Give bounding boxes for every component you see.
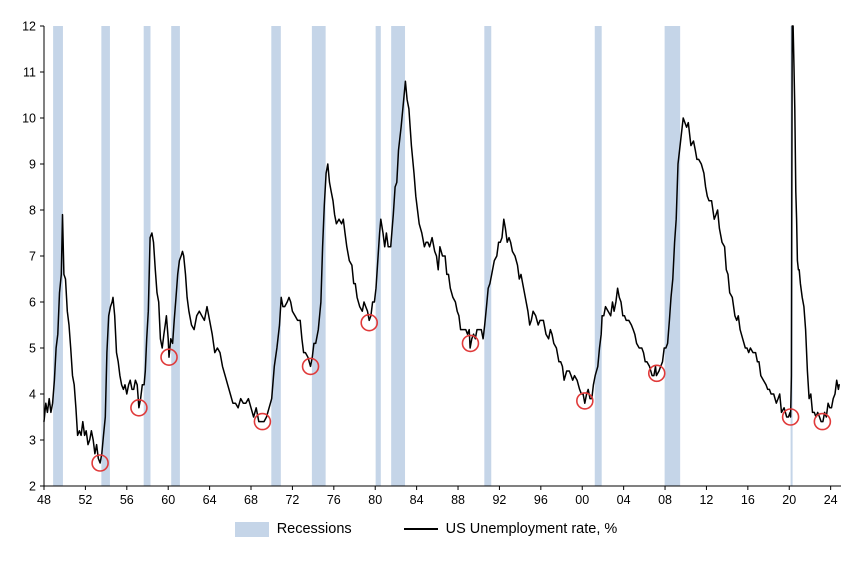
x-tick-label: 00 [575,493,589,507]
recession-band [171,26,180,486]
x-tick-label: 16 [741,493,755,507]
trough-marker [253,412,272,431]
recession-band [311,26,326,486]
x-tick-label: 80 [368,493,382,507]
y-tick-label: 7 [29,250,36,264]
trough-marker [301,357,320,376]
x-tick-label: 64 [203,493,217,507]
recession-band [271,26,281,486]
trough-marker [576,392,594,410]
x-tick-label: 88 [451,493,465,507]
recession-band [594,26,602,486]
recession-band [101,26,110,486]
x-tick-label: 92 [492,493,506,507]
unemployment-line [43,25,840,464]
trough-marker [160,348,178,367]
trough-marker [130,398,148,417]
x-tick-label: 24 [824,493,838,507]
y-tick-label: 6 [29,296,36,310]
x-tick-label: 08 [658,493,672,507]
legend-label-unemployment: US Unemployment rate, % [445,521,618,537]
x-tick-label: 60 [161,493,175,507]
trough-marker [91,454,109,472]
x-tick-label: 96 [534,493,548,507]
x-tick-label: 68 [244,493,258,507]
trough-marker [647,364,666,383]
chart-legend: Recessions US Unemployment rate, % [0,521,852,537]
y-tick-label: 10 [22,112,36,126]
recession-band [484,26,492,486]
recession-band [53,26,63,486]
trough-marker [360,313,379,332]
y-tick-label: 3 [29,434,36,448]
y-tick-label: 9 [29,158,36,172]
x-tick-label: 52 [78,493,92,507]
x-tick-label: 76 [327,493,341,507]
y-tick-label: 12 [22,20,36,34]
y-tick-label: 8 [29,204,36,218]
x-tick-label: 04 [617,493,631,507]
recession-band-swatch [234,521,269,537]
x-tick-label: 84 [410,493,424,507]
line-swatch [403,528,438,530]
trough-marker [781,408,800,426]
legend-label-recessions: Recessions [276,521,352,537]
trough-marker [813,412,832,431]
x-tick-label: 20 [782,493,796,507]
x-tick-label: 72 [285,493,299,507]
legend-item-unemployment-line: US Unemployment rate, % [403,521,618,537]
y-tick-label: 4 [29,388,36,402]
y-tick-label: 11 [23,66,36,80]
x-tick-label: 48 [37,493,51,507]
x-tick-label: 12 [699,493,713,507]
recession-band [391,26,406,486]
trough-marker [461,334,480,353]
recession-band [143,26,151,486]
y-tick-label: 2 [29,480,36,494]
y-tick-label: 5 [29,342,36,356]
x-tick-label: 56 [120,493,134,507]
legend-item-recessions: Recessions [234,521,352,537]
recession-band [664,26,681,486]
